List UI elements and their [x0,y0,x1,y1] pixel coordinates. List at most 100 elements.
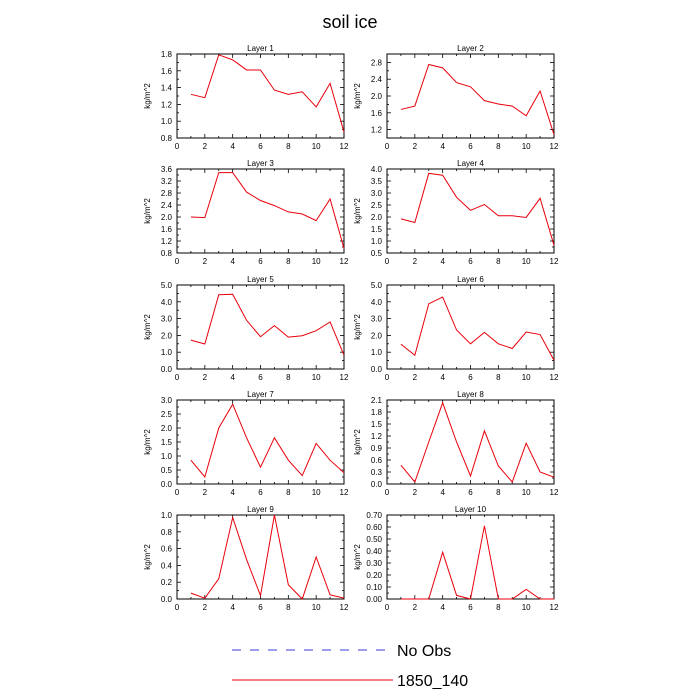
legend-label: 1850_140 [397,673,468,690]
x-tick-label: 4 [440,488,445,497]
y-tick-label: 5.0 [371,281,383,290]
x-tick-label: 12 [340,257,349,266]
panel-title: Layer 8 [457,390,484,399]
y-tick-label: 1.0 [161,348,173,357]
x-tick-label: 0 [385,373,390,382]
x-tick-label: 0 [175,257,180,266]
x-tick-label: 6 [468,488,473,497]
series-line [190,403,345,479]
y-tick-label: 3.0 [161,315,173,324]
x-tick-label: 8 [286,142,291,151]
series-line [400,525,554,600]
y-tick-label: 0.0 [161,480,173,489]
x-tick-label: 12 [550,257,559,266]
x-tick-label: 12 [550,373,559,382]
plot-frame [176,514,345,600]
x-tick-label: 6 [468,603,473,612]
x-tick-label: 6 [468,142,473,151]
series-line [190,293,345,356]
x-tick-label: 4 [440,373,445,382]
plot-frame [386,284,555,370]
x-tick-label: 8 [286,373,291,382]
x-tick-label: 4 [440,603,445,612]
x-tick-label: 10 [312,603,321,612]
x-tick-label: 4 [230,373,235,382]
y-tick-label: 1.0 [161,511,173,520]
y-tick-label: 0.50 [366,535,382,544]
x-tick-label: 6 [258,257,263,266]
chart-panel: Layer 5 kg/m^2 0 2 4 6 8 10 12 0.0 1.0 2.0 3.0 4.0 5.0 [143,275,349,382]
x-tick-label: 4 [230,488,235,497]
x-tick-label: 0 [175,142,180,151]
plot-frame [176,53,345,139]
x-tick-label: 4 [440,257,445,266]
x-tick-label: 2 [413,488,418,497]
x-tick-label: 8 [496,488,501,497]
y-tick-label: 2.0 [161,424,173,433]
y-axis-label: kg/m^2 [353,544,362,570]
y-tick-label: 4.0 [161,298,173,307]
x-tick-label: 10 [522,373,531,382]
legend-label: No Obs [397,643,451,660]
x-tick-label: 4 [230,603,235,612]
y-tick-label: 2.0 [371,92,383,101]
y-tick-label: 1.8 [371,408,383,417]
y-tick-label: 1.5 [371,420,383,429]
x-tick-label: 6 [468,257,473,266]
panel-title: Layer 2 [457,44,484,53]
y-tick-label: 1.5 [371,225,383,234]
y-tick-label: 0.0 [161,365,173,374]
y-axis-label: kg/m^2 [353,198,362,224]
chart-panel: Layer 9 kg/m^2 0 2 4 6 8 10 12 0.0 0.2 0.4 0.6 0.8 1.0 [143,505,349,612]
y-tick-label: 0.6 [161,545,173,554]
x-tick-label: 0 [175,603,180,612]
panel-title: Layer 5 [247,275,274,284]
x-tick-label: 0 [385,257,390,266]
panel-title: Layer 1 [247,44,274,53]
y-axis-label: kg/m^2 [143,544,152,570]
plot-frame [386,53,555,139]
panel-title: Layer 7 [247,390,274,399]
y-tick-label: 0.3 [371,468,383,477]
series-line [190,54,345,133]
panel-title: Layer 10 [455,505,487,514]
x-tick-label: 8 [496,257,501,266]
panel-title: Layer 9 [247,505,274,514]
y-tick-label: 0.10 [366,583,382,592]
x-tick-label: 10 [312,257,321,266]
x-tick-label: 12 [550,488,559,497]
x-tick-label: 8 [286,257,291,266]
chart-panel: Layer 8 kg/m^2 0 2 4 6 8 10 12 0.0 0.3 0.6 0.9 1.2 1.5… [353,390,559,497]
x-tick-label: 10 [312,142,321,151]
y-tick-label: 0.40 [366,547,382,556]
y-tick-label: 3.0 [161,396,173,405]
y-axis-label: kg/m^2 [353,314,362,340]
x-tick-label: 2 [203,142,208,151]
panel-title: Layer 3 [247,159,274,168]
y-axis-label: kg/m^2 [143,429,152,455]
y-axis-label: kg/m^2 [353,429,362,455]
y-tick-label: 1.4 [161,84,173,93]
y-tick-label: 3.5 [371,177,383,186]
x-tick-label: 2 [413,257,418,266]
y-tick-label: 3.2 [161,177,173,186]
x-tick-label: 2 [413,603,418,612]
chart-panel: Layer 1 kg/m^2 0 2 4 6 8 10 12 0.8 1.0 1.2 1.4 1.6 1.8 [143,44,349,151]
y-tick-label: 1.0 [371,348,383,357]
x-tick-label: 0 [385,142,390,151]
plot-frame [386,514,555,600]
y-tick-label: 3.6 [161,165,173,174]
y-tick-label: 2.4 [371,75,383,84]
x-tick-label: 10 [312,488,321,497]
y-tick-label: 0.0 [161,595,173,604]
x-tick-label: 12 [340,603,349,612]
y-tick-label: 0.5 [161,466,173,475]
y-tick-label: 4.0 [371,165,383,174]
y-tick-label: 2.4 [161,201,173,210]
y-tick-label: 3.0 [371,315,383,324]
legend-entry: No Obs [232,643,451,660]
x-tick-label: 4 [230,257,235,266]
y-tick-label: 0.2 [161,578,173,587]
plot-frame [176,399,345,485]
series-line [400,401,555,484]
